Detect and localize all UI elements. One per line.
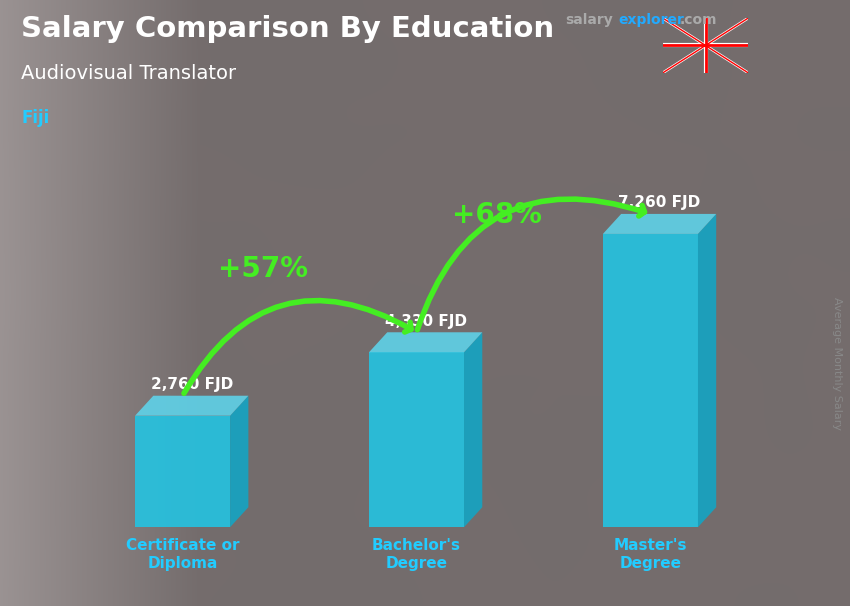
Polygon shape <box>230 396 248 527</box>
Text: Salary Comparison By Education: Salary Comparison By Education <box>21 15 554 43</box>
Text: Average Monthly Salary: Average Monthly Salary <box>832 297 842 430</box>
Text: .com: .com <box>679 13 717 27</box>
Text: 2,760 FJD: 2,760 FJD <box>150 377 233 392</box>
Text: Fiji: Fiji <box>21 109 49 127</box>
Polygon shape <box>135 396 248 416</box>
Polygon shape <box>603 234 698 527</box>
Polygon shape <box>369 332 482 352</box>
Polygon shape <box>135 416 230 527</box>
Text: explorer: explorer <box>618 13 683 27</box>
Polygon shape <box>464 332 482 527</box>
Polygon shape <box>698 214 717 527</box>
Text: Audiovisual Translator: Audiovisual Translator <box>21 64 236 82</box>
Text: 4,330 FJD: 4,330 FJD <box>385 314 467 328</box>
Polygon shape <box>369 352 464 527</box>
Text: 7,260 FJD: 7,260 FJD <box>619 195 700 210</box>
Polygon shape <box>603 214 717 234</box>
Text: salary: salary <box>565 13 613 27</box>
Text: +68%: +68% <box>452 201 541 229</box>
Text: +57%: +57% <box>218 255 308 282</box>
